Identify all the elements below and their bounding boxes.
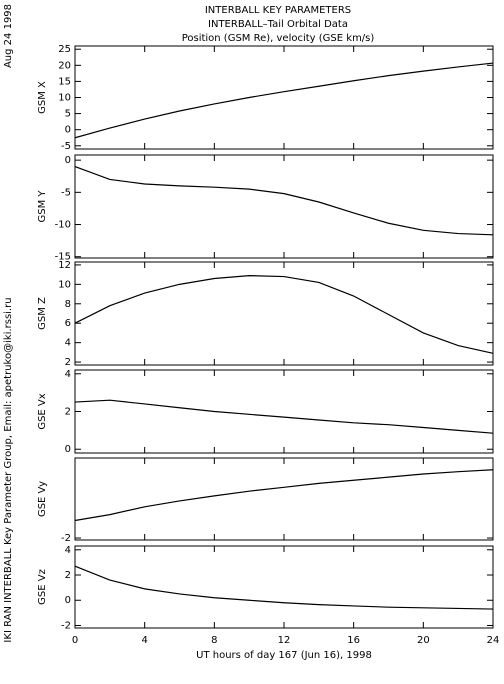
x-tick-label: 8 <box>211 635 217 646</box>
panel-frame <box>74 261 494 366</box>
panel-frame <box>74 45 494 150</box>
y-tick-label: 2 <box>65 357 71 368</box>
y-tick-label: 20 <box>58 60 71 71</box>
x-axis-label: UT hours of day 167 (Jun 16), 1998 <box>196 650 372 661</box>
x-tick-label: 4 <box>141 635 147 646</box>
data-line <box>74 469 494 522</box>
data-line <box>74 166 494 236</box>
panel-frame <box>74 457 494 541</box>
y-tick-label: 10 <box>58 93 71 104</box>
credit-label: IKI RAN INTERBALL Key Parameter Group, E… <box>3 297 14 642</box>
y-tick-label: -5 <box>61 141 71 152</box>
y-tick-label: 2 <box>65 570 71 581</box>
y-axis-label: GSE Vx <box>37 393 48 429</box>
x-tick-label: 20 <box>417 635 430 646</box>
title-line: INTERBALL–Tail Orbital Data <box>208 19 348 30</box>
y-axis-label: GSM X <box>37 81 48 114</box>
y-tick-label: 15 <box>58 76 71 87</box>
data-line <box>74 565 494 610</box>
y-tick-label: -15 <box>55 252 71 263</box>
y-tick-label: 6 <box>65 318 71 329</box>
y-tick-label: -2 <box>61 620 71 631</box>
y-tick-label: 4 <box>65 369 71 380</box>
data-line <box>74 62 494 139</box>
y-axis-label: GSE Vz <box>37 569 48 605</box>
panel-frame <box>74 154 494 259</box>
y-tick-label: 2 <box>65 407 71 418</box>
y-tick-label: 5 <box>65 109 71 120</box>
y-tick-label: 25 <box>58 44 71 55</box>
data-line <box>74 275 494 354</box>
y-tick-label: -2 <box>61 533 71 544</box>
y-axis-label: GSE Vy <box>37 481 48 517</box>
y-axis-label: GSM Z <box>37 297 48 330</box>
y-tick-label: 12 <box>58 260 71 271</box>
title-line: Position (GSM Re), velocity (GSE km/s) <box>182 33 375 44</box>
y-tick-label: 0 <box>65 595 71 606</box>
title-line: INTERBALL KEY PARAMETERS <box>205 5 351 16</box>
date-label: Aug 24 1998 <box>3 4 14 68</box>
y-tick-label: 0 <box>65 155 71 166</box>
y-tick-label: -5 <box>61 187 71 198</box>
y-tick-label: 0 <box>65 125 71 136</box>
x-tick-label: 24 <box>487 635 500 646</box>
y-tick-label: 4 <box>65 338 71 349</box>
y-tick-label: 8 <box>65 299 71 310</box>
x-tick-label: 0 <box>72 635 78 646</box>
y-axis-label: GSM Y <box>37 190 48 223</box>
x-tick-label: 12 <box>278 635 291 646</box>
y-tick-label: 4 <box>65 545 71 556</box>
y-tick-label: 10 <box>58 279 71 290</box>
y-tick-label: 0 <box>65 444 71 455</box>
x-tick-label: 16 <box>347 635 360 646</box>
y-tick-label: -10 <box>55 220 71 231</box>
data-line <box>74 399 494 434</box>
panel-frame <box>74 369 494 454</box>
